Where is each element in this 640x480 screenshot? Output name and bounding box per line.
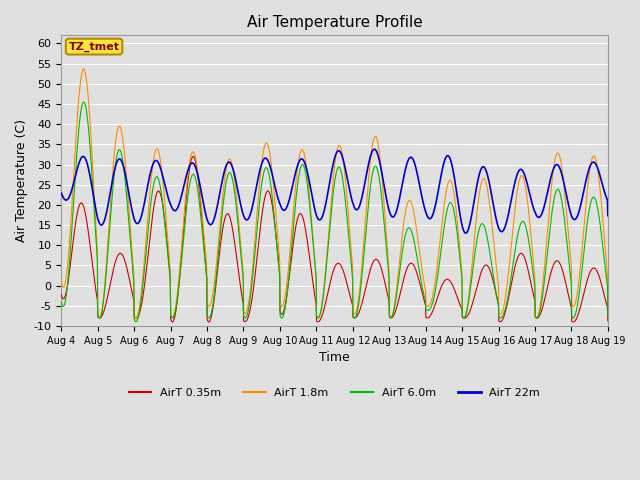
AirT 6.0m: [122, 188, 130, 194]
AirT 22m: [462, 230, 470, 236]
AirT 22m: [58, 190, 65, 196]
AirT 1.8m: [79, 66, 87, 72]
AirT 0.35m: [189, 154, 197, 159]
AirT 6.0m: [604, 312, 612, 318]
Line: AirT 6.0m: AirT 6.0m: [61, 102, 608, 322]
AirT 0.35m: [100, 309, 108, 315]
AirT 1.8m: [100, 287, 108, 293]
AirT 0.35m: [604, 318, 612, 324]
AirT 22m: [100, 220, 108, 226]
AirT 1.8m: [311, 261, 319, 267]
AirT 0.35m: [570, 319, 577, 325]
AirT 1.8m: [290, 202, 298, 207]
AirT 1.8m: [604, 300, 612, 306]
X-axis label: Time: Time: [319, 351, 350, 364]
Y-axis label: Air Temperature (C): Air Temperature (C): [15, 119, 28, 242]
AirT 0.35m: [290, 239, 298, 244]
AirT 0.35m: [311, 292, 319, 298]
AirT 6.0m: [132, 319, 140, 324]
AirT 6.0m: [301, 168, 309, 174]
AirT 1.8m: [369, 139, 377, 145]
AirT 22m: [310, 204, 318, 210]
AirT 6.0m: [311, 263, 319, 269]
AirT 0.35m: [369, 260, 376, 266]
AirT 6.0m: [100, 295, 108, 300]
AirT 6.0m: [79, 99, 87, 105]
Text: TZ_tmet: TZ_tmet: [68, 41, 120, 52]
AirT 0.35m: [301, 223, 308, 228]
AirT 6.0m: [290, 218, 298, 224]
Line: AirT 1.8m: AirT 1.8m: [61, 69, 608, 318]
AirT 6.0m: [369, 168, 377, 174]
AirT 22m: [371, 146, 378, 152]
AirT 22m: [604, 213, 612, 218]
AirT 1.8m: [123, 174, 131, 180]
AirT 22m: [122, 174, 130, 180]
AirT 1.8m: [301, 156, 309, 161]
Title: Air Temperature Profile: Air Temperature Profile: [246, 15, 422, 30]
AirT 1.8m: [58, 278, 65, 284]
AirT 6.0m: [58, 299, 65, 305]
AirT 22m: [301, 159, 308, 165]
Legend: AirT 0.35m, AirT 1.8m, AirT 6.0m, AirT 22m: AirT 0.35m, AirT 1.8m, AirT 6.0m, AirT 2…: [124, 384, 545, 403]
Line: AirT 0.35m: AirT 0.35m: [61, 156, 608, 322]
AirT 22m: [369, 148, 376, 154]
AirT 22m: [289, 180, 297, 186]
Line: AirT 22m: AirT 22m: [61, 149, 608, 233]
AirT 1.8m: [96, 315, 104, 321]
AirT 0.35m: [122, 261, 130, 267]
AirT 0.35m: [58, 292, 65, 298]
